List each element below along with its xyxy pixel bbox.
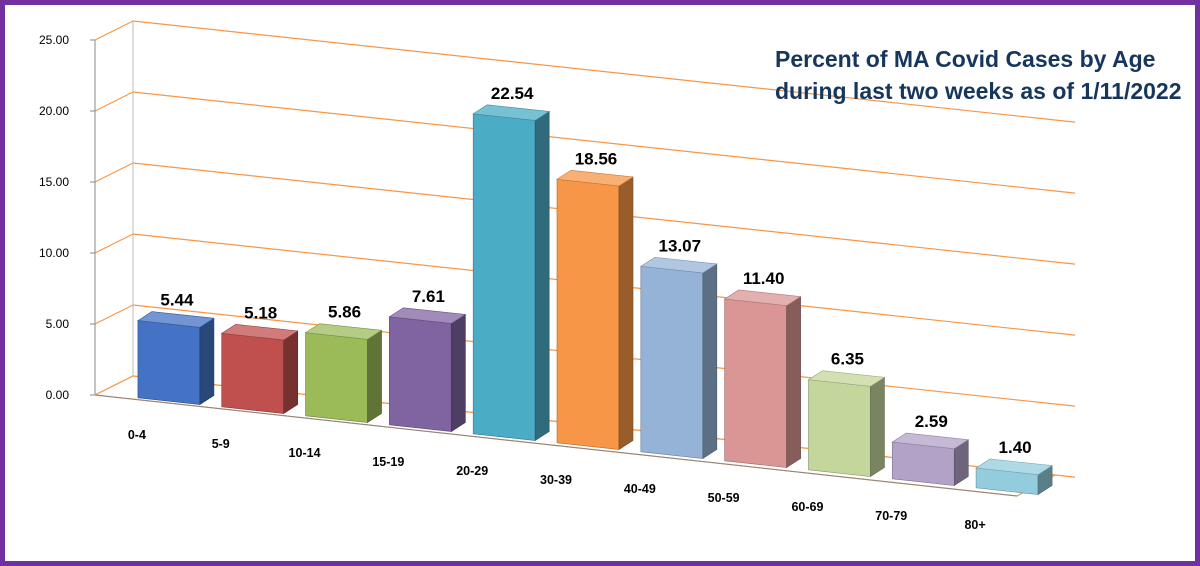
data-label: 13.07 (659, 236, 702, 255)
bar-front (221, 332, 285, 414)
bar-side (702, 263, 718, 460)
x-tick-label: 70-79 (875, 509, 907, 523)
bar-front (137, 320, 201, 405)
bar-front (724, 298, 787, 468)
data-label: 11.40 (743, 269, 785, 288)
bar-side (870, 376, 885, 478)
y-tick-label: 5.00 (46, 317, 70, 331)
gridline (132, 20, 1076, 123)
bar-side (451, 313, 466, 433)
bar-top (388, 307, 467, 324)
x-axis (94, 394, 1018, 497)
y-tick-label: 0.00 (46, 388, 70, 402)
x-tick-label: 0-4 (128, 428, 146, 442)
x-tick-label: 20-29 (456, 464, 488, 478)
bar-top (304, 323, 383, 340)
x-tick-label: 50-59 (708, 491, 740, 505)
x-tick-label: 80+ (964, 518, 985, 532)
bar-front (305, 332, 368, 423)
bar-chart: 0.00 5.00 10.00 15.00 20.00 25.00 5.44 0-4 5.18 5… (39, 20, 1076, 532)
bar-side (367, 329, 382, 424)
data-label: 5.86 (328, 303, 361, 322)
bar-front (640, 265, 704, 459)
bar-front (891, 441, 955, 486)
bar-side (283, 330, 299, 415)
data-label: 18.56 (575, 149, 618, 168)
x-tick-label: 30-39 (540, 473, 572, 487)
side-gridline (94, 20, 134, 41)
side-gridline (94, 304, 134, 325)
data-label: 5.18 (244, 303, 277, 322)
y-tick-label: 25.00 (39, 33, 69, 47)
data-label: 5.44 (160, 291, 194, 310)
chart-title-line2: during last two weeks as of 1/11/2022 (775, 78, 1182, 104)
y-tick-label: 15.00 (39, 175, 69, 189)
bar-front (808, 379, 871, 477)
data-label: 22.54 (491, 84, 534, 103)
chart-title: Percent of MA Covid Cases by Age during … (775, 43, 1195, 107)
bar-top (472, 104, 551, 121)
bar-top (723, 289, 802, 306)
side-gridline (94, 162, 134, 183)
bar-top (975, 458, 1053, 475)
x-tick-label: 10-14 (289, 446, 321, 460)
bar-top (639, 256, 718, 274)
bar-front (389, 316, 452, 432)
gridline (132, 91, 1076, 194)
x-tick-label: 5-9 (212, 437, 230, 451)
x-tick-label: 15-19 (372, 455, 404, 469)
bar-side (786, 296, 801, 469)
y-tick-label: 10.00 (39, 246, 69, 260)
bar-front (556, 178, 620, 450)
bar-front (472, 113, 536, 441)
data-label: 1.40 (999, 438, 1032, 457)
bar-top (556, 169, 634, 187)
bar-top (137, 311, 215, 328)
bar-side (534, 110, 550, 442)
side-gridline (94, 91, 134, 112)
data-label: 2.59 (915, 412, 948, 431)
side-gridline (94, 233, 134, 254)
chart-title-line1: Percent of MA Covid Cases by Age (775, 46, 1156, 72)
data-label: 6.35 (831, 350, 864, 369)
bar-side (618, 176, 634, 451)
bar-top (891, 432, 970, 450)
y-tick-label: 20.00 (39, 104, 69, 118)
bar-top (807, 370, 886, 387)
bar-side (199, 317, 215, 406)
x-tick-label: 60-69 (791, 500, 823, 514)
x-tick-label: 40-49 (624, 482, 656, 496)
data-label: 7.61 (412, 287, 445, 306)
bar-top (220, 323, 299, 341)
